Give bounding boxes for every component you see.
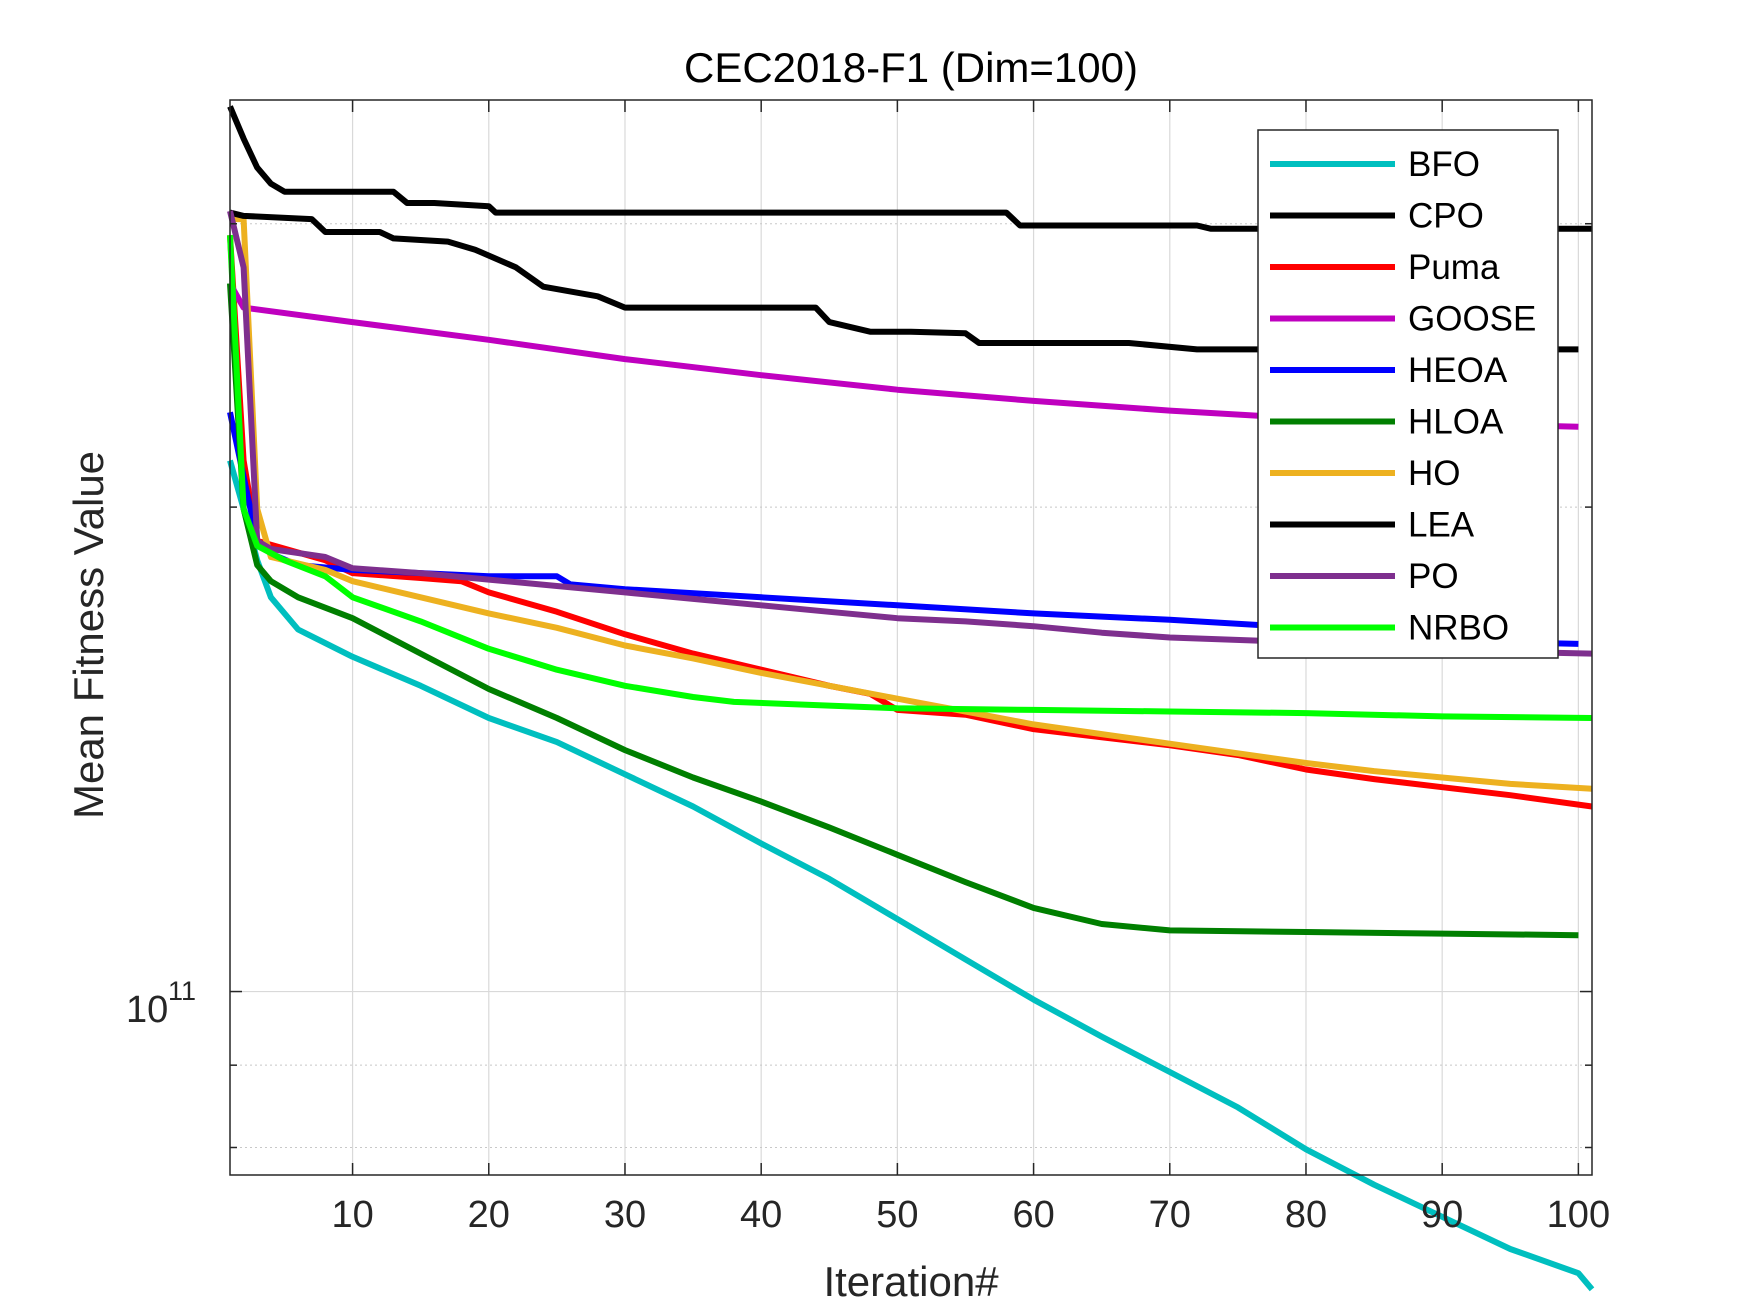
legend-label-puma: Puma [1408,248,1500,287]
series-line-cpo [227,105,1592,232]
legend: BFO CPO Puma GOOSE HEOA HLOA HO LEA PO NRBO [1257,129,1559,659]
series-line-nrbo [227,235,1593,721]
series-line-bfo [227,459,1595,1292]
series-line-po [227,210,1593,657]
legend-label-hloa: HLOA [1408,403,1504,442]
y-axis-label: Mean Fitness Value [65,451,112,819]
legend-label-po: PO [1408,557,1459,596]
y-axis-ticks: 10 11 [126,222,1592,1149]
legend-label-bfo: BFO [1408,145,1480,184]
x-tick-label-30: 30 [604,1194,646,1236]
x-axis-ticks: 10 20 30 40 50 60 70 80 90 100 [331,100,1610,1236]
x-tick-label-10: 10 [331,1194,373,1236]
x-tick-label-90: 90 [1421,1194,1463,1236]
x-tick-label-80: 80 [1285,1194,1327,1236]
plot-frame [229,99,1593,1176]
legend-label-ho: HO [1408,454,1461,493]
legend-label-lea: LEA [1408,506,1475,545]
x-tick-label-50: 50 [876,1194,918,1236]
x-tick-label-40: 40 [740,1194,782,1236]
legend-label-heoa: HEOA [1408,351,1508,390]
series-lines [227,105,1595,1292]
legend-label-cpo: CPO [1408,197,1484,236]
legend-label-goose: GOOSE [1408,300,1536,339]
x-tick-label-20: 20 [468,1194,510,1236]
series-line-lea [229,209,1579,353]
series-line-hloa [227,283,1579,939]
chart-title: CEC2018-F1 (Dim=100) [684,44,1138,91]
series-line-ho [230,216,1593,792]
x-tick-label-70: 70 [1149,1194,1191,1236]
legend-label-nrbo: NRBO [1408,609,1509,648]
x-tick-label-100: 100 [1547,1194,1610,1236]
y-tick-label-base: 10 [126,989,168,1031]
x-axis-label: Iteration# [823,1258,999,1305]
y-tick-label-exponent: 11 [168,976,196,1006]
x-tick-label-60: 60 [1012,1194,1054,1236]
